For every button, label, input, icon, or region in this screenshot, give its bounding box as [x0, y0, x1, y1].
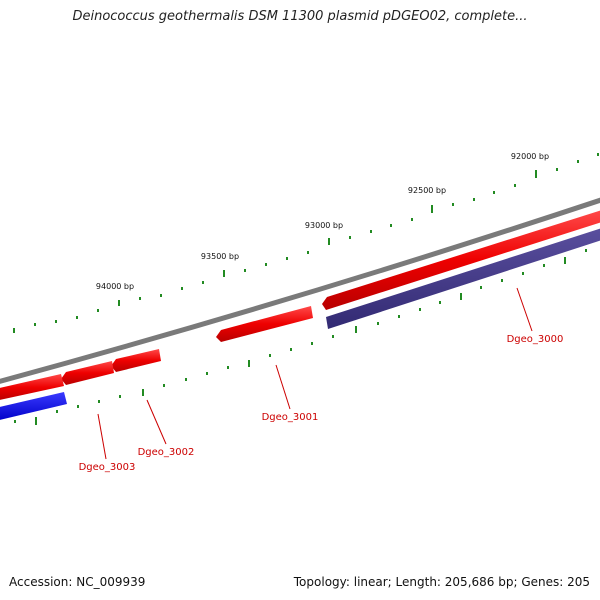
- reverse-gene-track: [0, 228, 600, 421]
- leader-dgeo-3003: [97, 413, 107, 460]
- gene-feature-dgeo-3000[interactable]: [326, 228, 600, 329]
- gene-leader-lines: [97, 287, 533, 460]
- gene-feature-dgeo-3000-forward[interactable]: [322, 210, 600, 310]
- gene-feature-left-edge[interactable]: [0, 374, 64, 401]
- ruler-label-93000: 93000 bp: [305, 221, 343, 230]
- ruler-label-94000: 94000 bp: [96, 282, 134, 291]
- gene-label-dgeo-3003[interactable]: Dgeo_3003: [79, 462, 136, 473]
- inner-minor-ticks: [14, 249, 587, 423]
- genome-backbone: [0, 197, 600, 384]
- ruler-label-92000: 92000 bp: [511, 152, 549, 161]
- gene-label-dgeo-3001[interactable]: Dgeo_3001: [262, 412, 319, 423]
- map-title: Deinococcus geothermalis DSM 11300 plasm…: [72, 9, 528, 24]
- genome-summary-text: Topology: linear; Length: 205,686 bp; Ge…: [293, 575, 590, 589]
- gene-label-dgeo-3002[interactable]: Dgeo_3002: [138, 447, 195, 458]
- leader-dgeo-3002: [146, 399, 167, 445]
- inner-tick-track: [14, 249, 587, 425]
- accession-text: Accession: NC_009939: [9, 575, 146, 589]
- outer-minor-ticks: [13, 153, 599, 333]
- forward-gene-track: [0, 210, 600, 401]
- leader-dgeo-3001: [275, 364, 291, 410]
- leader-dgeo-3000: [516, 287, 533, 332]
- gene-feature-dgeo-3001[interactable]: [216, 306, 313, 342]
- ruler-label-92500: 92500 bp: [408, 186, 446, 195]
- inner-major-ticks: [35, 257, 566, 425]
- outer-tick-track: [13, 153, 599, 333]
- gene-feature-blue-left[interactable]: [0, 392, 67, 421]
- gene-feature-dgeo-3003[interactable]: [61, 361, 114, 385]
- ruler-label-93500: 93500 bp: [201, 252, 239, 261]
- gene-feature-dgeo-3002[interactable]: [111, 349, 161, 372]
- gene-label-dgeo-3000[interactable]: Dgeo_3000: [507, 334, 564, 345]
- outer-major-ticks: [118, 170, 537, 306]
